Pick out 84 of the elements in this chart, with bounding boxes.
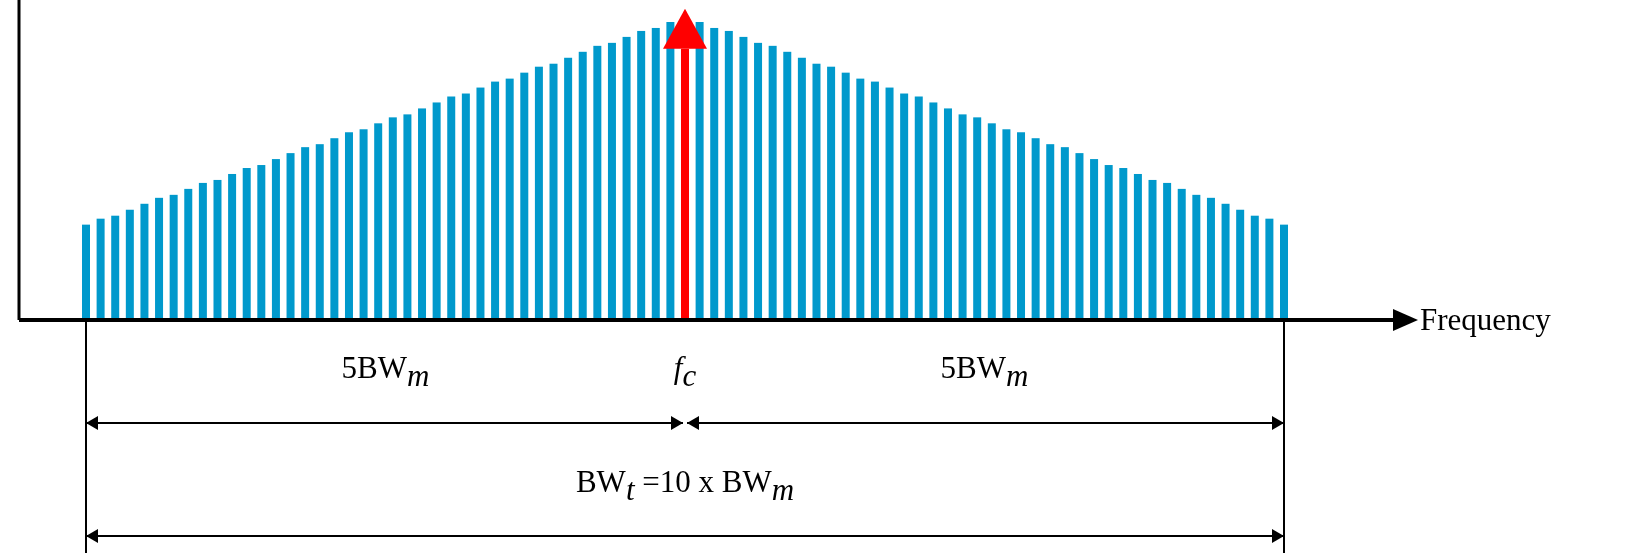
bar: [198, 182, 207, 320]
bar: [914, 96, 923, 320]
bar: [534, 66, 543, 320]
bar: [125, 209, 134, 320]
bar: [1192, 194, 1201, 320]
bar: [403, 114, 412, 320]
bar: [96, 218, 105, 320]
bar: [900, 93, 909, 320]
bar: [242, 168, 251, 320]
bar: [593, 45, 602, 320]
bar: [344, 132, 353, 320]
bar: [505, 78, 514, 320]
bar: [388, 117, 397, 320]
bar: [315, 144, 324, 320]
bar: [184, 188, 193, 320]
bar: [447, 96, 456, 320]
bar: [111, 215, 120, 320]
bar: [418, 108, 427, 320]
bar: [271, 159, 280, 320]
bar: [549, 63, 558, 320]
bar: [710, 27, 719, 320]
bar: [754, 42, 763, 320]
bar: [681, 48, 689, 320]
bar: [1236, 209, 1245, 320]
bar: [330, 138, 339, 320]
bar: [1046, 144, 1055, 320]
bar: [432, 102, 441, 320]
bar: [213, 179, 222, 320]
bar: [520, 72, 529, 320]
bar: [1221, 203, 1230, 320]
bar: [1060, 147, 1069, 320]
bar: [856, 78, 865, 320]
bar: [768, 45, 777, 320]
bar: [797, 57, 806, 320]
bar: [973, 117, 982, 320]
bar: [739, 36, 748, 320]
bar: [651, 27, 660, 320]
bar: [885, 87, 894, 320]
bar: [301, 147, 310, 320]
bar: [1280, 224, 1288, 320]
bar: [724, 30, 733, 320]
bar: [491, 81, 500, 320]
bar: [286, 153, 295, 320]
bar: [1206, 197, 1215, 320]
bar: [943, 108, 952, 320]
bar: [958, 114, 967, 320]
bar: [82, 224, 90, 320]
bar: [476, 87, 485, 320]
bar: [783, 51, 792, 320]
bar: [987, 123, 996, 320]
bar: [812, 63, 821, 320]
bar: [1148, 179, 1157, 320]
bar: [666, 22, 675, 320]
bar: [374, 123, 383, 320]
bar: [257, 165, 266, 320]
bar: [155, 197, 164, 320]
bar: [1002, 129, 1011, 320]
bar: [359, 129, 368, 320]
bar: [1104, 165, 1113, 320]
bar: [1133, 173, 1142, 320]
bar: [461, 93, 470, 320]
bar: [695, 22, 704, 320]
bar: [929, 102, 938, 320]
bar: [1250, 215, 1259, 320]
bar: [140, 203, 149, 320]
bar: [1265, 218, 1274, 320]
bar: [1075, 153, 1084, 320]
bar: [564, 57, 573, 320]
bar: [607, 42, 616, 320]
bar: [1090, 159, 1099, 320]
bar: [228, 173, 237, 320]
bar: [637, 30, 646, 320]
bar: [870, 81, 879, 320]
bar: [1031, 138, 1040, 320]
bar: [578, 51, 587, 320]
bar: [169, 194, 178, 320]
bar: [1177, 188, 1186, 320]
bar: [622, 36, 631, 320]
bar: [827, 66, 836, 320]
bar: [1017, 132, 1026, 320]
x-axis-title: Frequency: [1420, 302, 1552, 337]
bar: [841, 72, 850, 320]
bar: [1163, 182, 1172, 320]
bar: [1119, 168, 1128, 320]
